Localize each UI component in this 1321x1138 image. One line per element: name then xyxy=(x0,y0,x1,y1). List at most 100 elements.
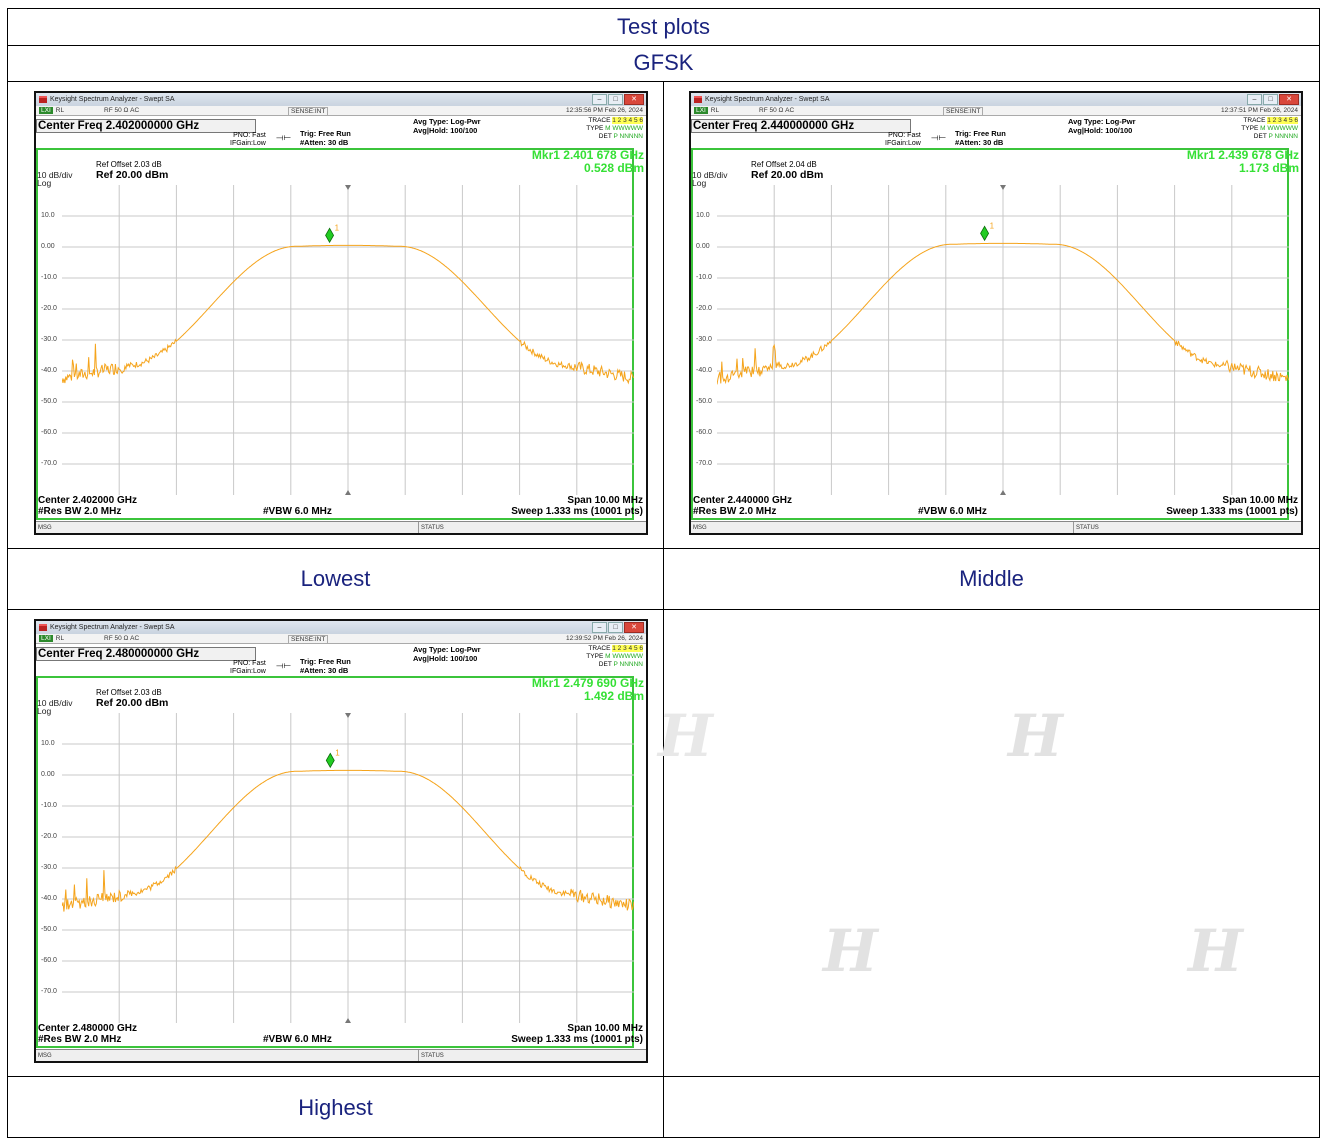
maximize-button[interactable]: □ xyxy=(1263,94,1278,106)
rf-info: RF 50 Ω AC xyxy=(104,634,140,642)
y-tick-label: -70.0 xyxy=(41,460,57,468)
y-tick-label: 10.0 xyxy=(696,212,710,220)
center-top-tick xyxy=(1000,185,1006,191)
app-icon xyxy=(39,96,47,104)
minimize-button[interactable]: – xyxy=(592,621,607,633)
cell-middle-plot: Keysight Spectrum Analyzer - Swept SA – … xyxy=(663,81,1320,549)
trigger-atten: Trig: Free Run #Atten: 30 dB xyxy=(955,129,1006,148)
cell-lowest-plot: Keysight Spectrum Analyzer - Swept SA – … xyxy=(7,81,664,549)
marker-frequency: Mkr1 2.479 690 GHz xyxy=(531,675,644,690)
window-titlebar: Keysight Spectrum Analyzer - Swept SA – … xyxy=(691,93,1301,107)
analyzer-screenshot-highest: Keysight Spectrum Analyzer - Swept SA – … xyxy=(34,618,648,1063)
analyzer-screenshot-lowest: Keysight Spectrum Analyzer - Swept SA – … xyxy=(34,91,648,536)
sweep-label: Sweep 1.333 ms (10001 pts) xyxy=(511,506,643,518)
timestamp: 12:37:51 PM Feb 26, 2024 xyxy=(1221,107,1298,115)
y-tick-label: 10.0 xyxy=(41,212,55,220)
vbw-label: #VBW 6.0 MHz xyxy=(918,506,987,518)
window-title: Keysight Spectrum Analyzer - Swept SA xyxy=(705,96,830,104)
average-settings: Avg Type: Log-Pwr Avg|Hold: 100/100 xyxy=(413,644,481,663)
minimize-button[interactable]: – xyxy=(1247,94,1262,106)
vbw-label: #VBW 6.0 MHz xyxy=(263,1033,332,1045)
sweep-label: Sweep 1.333 ms (10001 pts) xyxy=(1166,506,1298,518)
app-icon xyxy=(694,96,702,104)
span-label: Span 10.00 MHz xyxy=(567,495,643,507)
y-axis-labels: 10.0 0.00 -10.0 -20.0 -30.0 -40.0 -50.0 -60.0 -7… xyxy=(691,185,715,495)
arrow-icon: ⟞⟝ xyxy=(276,132,291,143)
spectrum-plot: 1 xyxy=(62,712,634,1023)
center-frequency: Center 2.402000 GHz #Res BW 2.0 MHz xyxy=(38,495,137,518)
ref-offset: Ref Offset 2.03 dB xyxy=(96,160,162,170)
maximize-button[interactable]: □ xyxy=(608,94,623,106)
settings-bar: Center Freq 2.480000000 GHz PNO: Fast IFG… xyxy=(36,644,646,686)
pno-ifgain: PNO: Fast IFGain:Low xyxy=(885,132,921,148)
rl-indicator: LXI RL xyxy=(694,107,720,115)
marker-readout: Mkr1 2.401 678 GHz 0.528 dBm xyxy=(532,149,644,175)
scale-label: 10 dB/div Log xyxy=(37,170,73,189)
y-axis-labels: 10.0 0.00 -10.0 -20.0 -30.0 -40.0 -50.0 -60.0 -7… xyxy=(36,185,60,495)
y-tick-label: -70.0 xyxy=(696,460,712,468)
sense-indicator: SENSE:INT xyxy=(943,107,984,117)
close-button[interactable]: ✕ xyxy=(624,621,644,633)
y-tick-label: -20.0 xyxy=(41,832,57,840)
arrow-icon: ⟞⟝ xyxy=(276,659,291,670)
window-title: Keysight Spectrum Analyzer - Swept SA xyxy=(50,623,175,631)
cell-highest-plot: Keysight Spectrum Analyzer - Swept SA – … xyxy=(7,608,664,1077)
marker-frequency: Mkr1 2.439 678 GHz xyxy=(1186,148,1299,163)
marker-readout: Mkr1 2.439 678 GHz 1.173 dBm xyxy=(1187,149,1299,175)
trace-info: TRACE 1 2 3 4 5 6 TYPE M WWWWW DET P NNN… xyxy=(586,117,643,141)
y-tick-label: -70.0 xyxy=(41,987,57,995)
trace-info: TRACE 1 2 3 4 5 6 TYPE M WWWWW DET P NNN… xyxy=(586,644,643,668)
ref-level: Ref 20.00 dBm xyxy=(96,169,169,182)
cell-empty-bottom xyxy=(663,1075,1320,1138)
window-titlebar: Keysight Spectrum Analyzer - Swept SA – … xyxy=(36,93,646,107)
marker-level: 1.173 dBm xyxy=(1238,161,1299,176)
center-top-tick xyxy=(345,185,351,191)
y-tick-label: -50.0 xyxy=(41,925,57,933)
ref-offset: Ref Offset 2.04 dB xyxy=(751,160,817,170)
arrow-icon: ⟞⟝ xyxy=(931,132,946,143)
y-tick-label: -10.0 xyxy=(41,801,57,809)
center-frequency: Center 2.440000 GHz #Res BW 2.0 MHz xyxy=(693,495,792,518)
center-freq-field[interactable]: Center Freq 2.480000000 GHz xyxy=(36,646,256,661)
pno-ifgain: PNO: Fast IFGain:Low xyxy=(230,132,266,148)
center-freq-field[interactable]: Center Freq 2.440000000 GHz xyxy=(691,119,911,134)
minimize-button[interactable]: – xyxy=(592,94,607,106)
y-tick-label: -60.0 xyxy=(41,956,57,964)
display-frame xyxy=(36,148,634,521)
spectrum-plot: 1 xyxy=(717,185,1289,496)
window-controls: – □ ✕ xyxy=(1247,94,1299,106)
caption-middle: Middle xyxy=(663,547,1320,610)
spectrum-plot: 1 xyxy=(62,185,634,496)
analyzer-status-line: LXI RL RF 50 Ω AC SENSE:INT 12:37:51 PM F… xyxy=(691,106,1301,117)
y-tick-label: 0.00 xyxy=(41,243,55,251)
rl-indicator: LXI RL xyxy=(39,634,65,642)
ref-level: Ref 20.00 dBm xyxy=(96,696,169,709)
modulation-label: GFSK xyxy=(7,44,1320,83)
marker-number: 1 xyxy=(335,224,340,233)
span-label: Span 10.00 MHz xyxy=(567,1022,643,1034)
center-bottom-tick xyxy=(1000,490,1006,496)
y-tick-label: -60.0 xyxy=(696,429,712,437)
trigger-atten: Trig: Free Run #Atten: 30 dB xyxy=(300,129,351,148)
close-button[interactable]: ✕ xyxy=(1279,94,1299,106)
analyzer-screenshot-middle: Keysight Spectrum Analyzer - Swept SA – … xyxy=(689,91,1303,536)
y-tick-label: -50.0 xyxy=(696,398,712,406)
message-bar: MSG STATUS xyxy=(36,1048,646,1061)
scale-label: 10 dB/div Log xyxy=(37,697,73,716)
trigger-atten: Trig: Free Run #Atten: 30 dB xyxy=(300,656,351,675)
y-tick-label: 0.00 xyxy=(41,770,55,778)
settings-bar: Center Freq 2.440000000 GHz PNO: Fast IFG… xyxy=(691,116,1301,158)
y-tick-label: -40.0 xyxy=(41,367,57,375)
settings-bar: Center Freq 2.402000000 GHz PNO: Fast IFG… xyxy=(36,116,646,158)
marker-diamond-icon xyxy=(325,227,335,244)
y-tick-label: -60.0 xyxy=(41,429,57,437)
table-title: Test plots xyxy=(7,8,1320,46)
average-settings: Avg Type: Log-Pwr Avg|Hold: 100/100 xyxy=(413,117,481,136)
y-tick-label: -40.0 xyxy=(696,367,712,375)
rl-indicator: LXI RL xyxy=(39,107,65,115)
close-button[interactable]: ✕ xyxy=(624,94,644,106)
y-tick-label: -10.0 xyxy=(696,274,712,282)
message-bar: MSG STATUS xyxy=(691,521,1301,534)
maximize-button[interactable]: □ xyxy=(608,621,623,633)
center-freq-field[interactable]: Center Freq 2.402000000 GHz xyxy=(36,119,256,134)
